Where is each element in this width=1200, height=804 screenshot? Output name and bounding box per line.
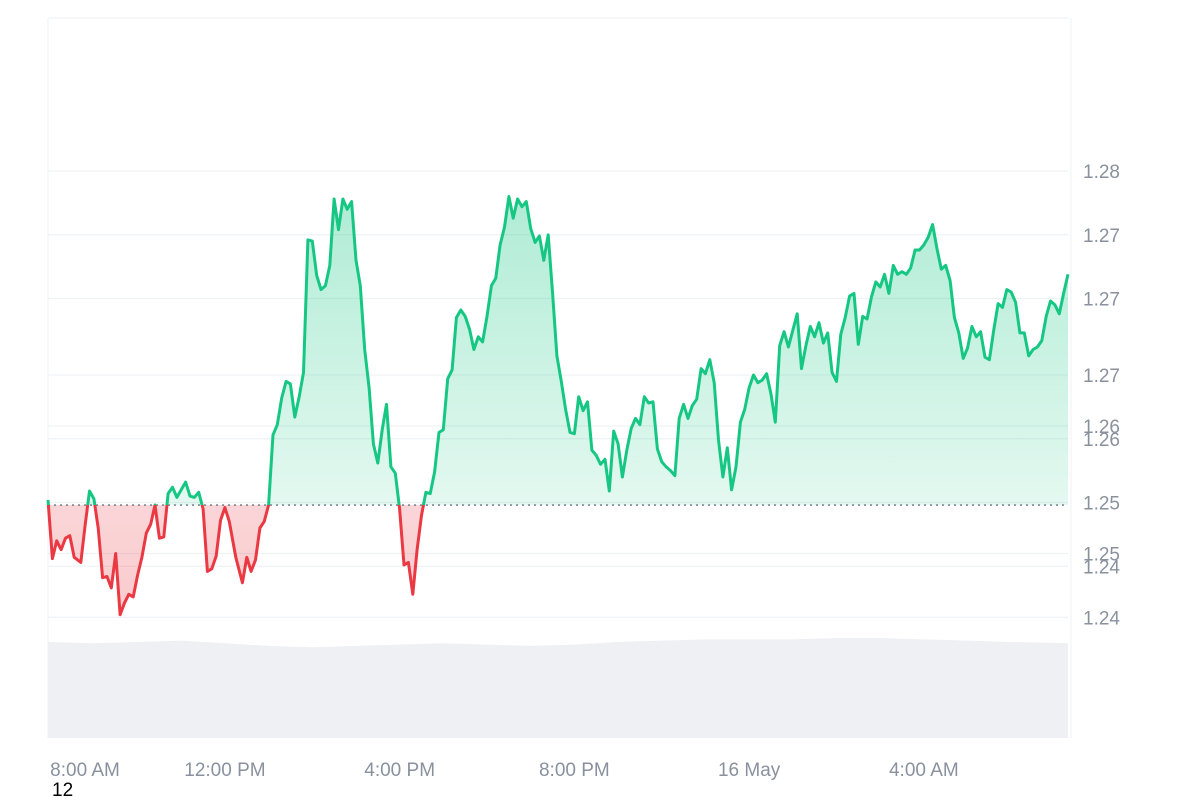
x-tick-label: 16 May <box>718 760 781 781</box>
y-tick-label: 1.24 <box>1083 557 1120 578</box>
x-tick-label: 8:00 AM <box>50 760 120 781</box>
y-tick-label: 1.27 <box>1083 290 1120 311</box>
price-area-fill <box>48 196 1068 615</box>
area-above-baseline <box>48 196 1068 506</box>
area-below-baseline <box>48 505 1068 615</box>
y-axis-ticks: 1.241.241.251.251.261.261.271.271.271.28 <box>1083 162 1120 629</box>
x-tick-label: 4:00 AM <box>889 760 959 781</box>
y-tick-label: 1.26 <box>1083 430 1120 451</box>
corner-label: 12 <box>52 780 74 801</box>
y-tick-label: 1.25 <box>1083 545 1120 566</box>
y-tick-label: 1.27 <box>1083 366 1120 387</box>
price-line-down <box>46 505 425 617</box>
x-tick-label: 12:00 PM <box>184 760 265 781</box>
x-tick-label: 8:00 PM <box>539 760 610 781</box>
y-tick-label: 1.26 <box>1083 417 1120 438</box>
price-line <box>46 195 1070 617</box>
y-tick-label: 1.24 <box>1083 608 1120 629</box>
x-axis-ticks: 8:00 AM 12:00 PM 4:00 PM 8:00 PM 16 May 4:00 … <box>50 760 959 781</box>
price-line-up <box>46 195 1070 506</box>
x-tick-label: 4:00 PM <box>364 760 435 781</box>
y-tick-label: 1.25 <box>1083 494 1120 515</box>
volume-area <box>48 638 1068 738</box>
y-tick-label: 1.27 <box>1083 226 1120 247</box>
volume-fill <box>48 638 1068 738</box>
y-tick-label: 1.28 <box>1083 162 1120 183</box>
